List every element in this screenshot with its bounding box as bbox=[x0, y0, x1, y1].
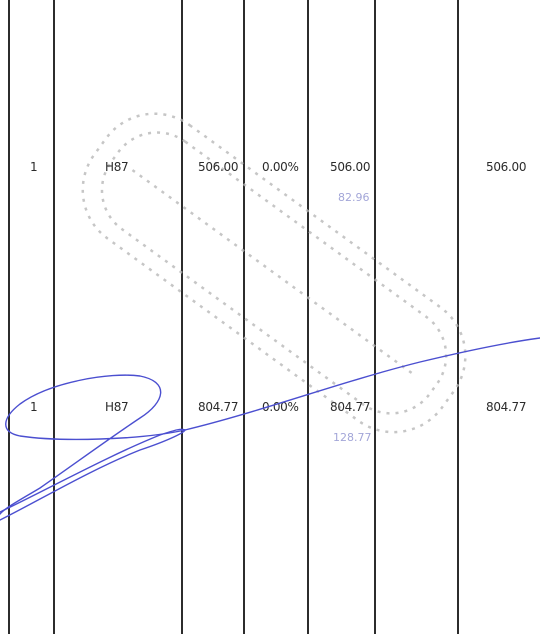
row-1-total: 506.00 bbox=[486, 160, 527, 174]
row-2-tax-note: 128.77 bbox=[333, 431, 372, 444]
row-2-qty: 1 bbox=[30, 400, 38, 414]
row-2-total: 804.77 bbox=[486, 400, 527, 414]
row-1-qty: 1 bbox=[30, 160, 38, 174]
column-divider bbox=[53, 0, 55, 634]
row-2-discount: 0.00% bbox=[262, 400, 299, 414]
column-divider bbox=[307, 0, 309, 634]
row-1-code: H87 bbox=[105, 160, 129, 174]
row-2-amount: 804.77 bbox=[330, 400, 371, 414]
row-2-code: H87 bbox=[105, 400, 129, 414]
column-divider bbox=[181, 0, 183, 634]
row-2-unit-price: 804.77 bbox=[198, 400, 239, 414]
column-divider bbox=[457, 0, 459, 634]
column-divider bbox=[374, 0, 376, 634]
row-1-amount: 506.00 bbox=[330, 160, 371, 174]
row-1-discount: 0.00% bbox=[262, 160, 299, 174]
column-divider bbox=[243, 0, 245, 634]
row-1-unit-price: 506.00 bbox=[198, 160, 239, 174]
row-1-tax-note: 82.96 bbox=[338, 191, 370, 204]
column-divider bbox=[8, 0, 10, 634]
